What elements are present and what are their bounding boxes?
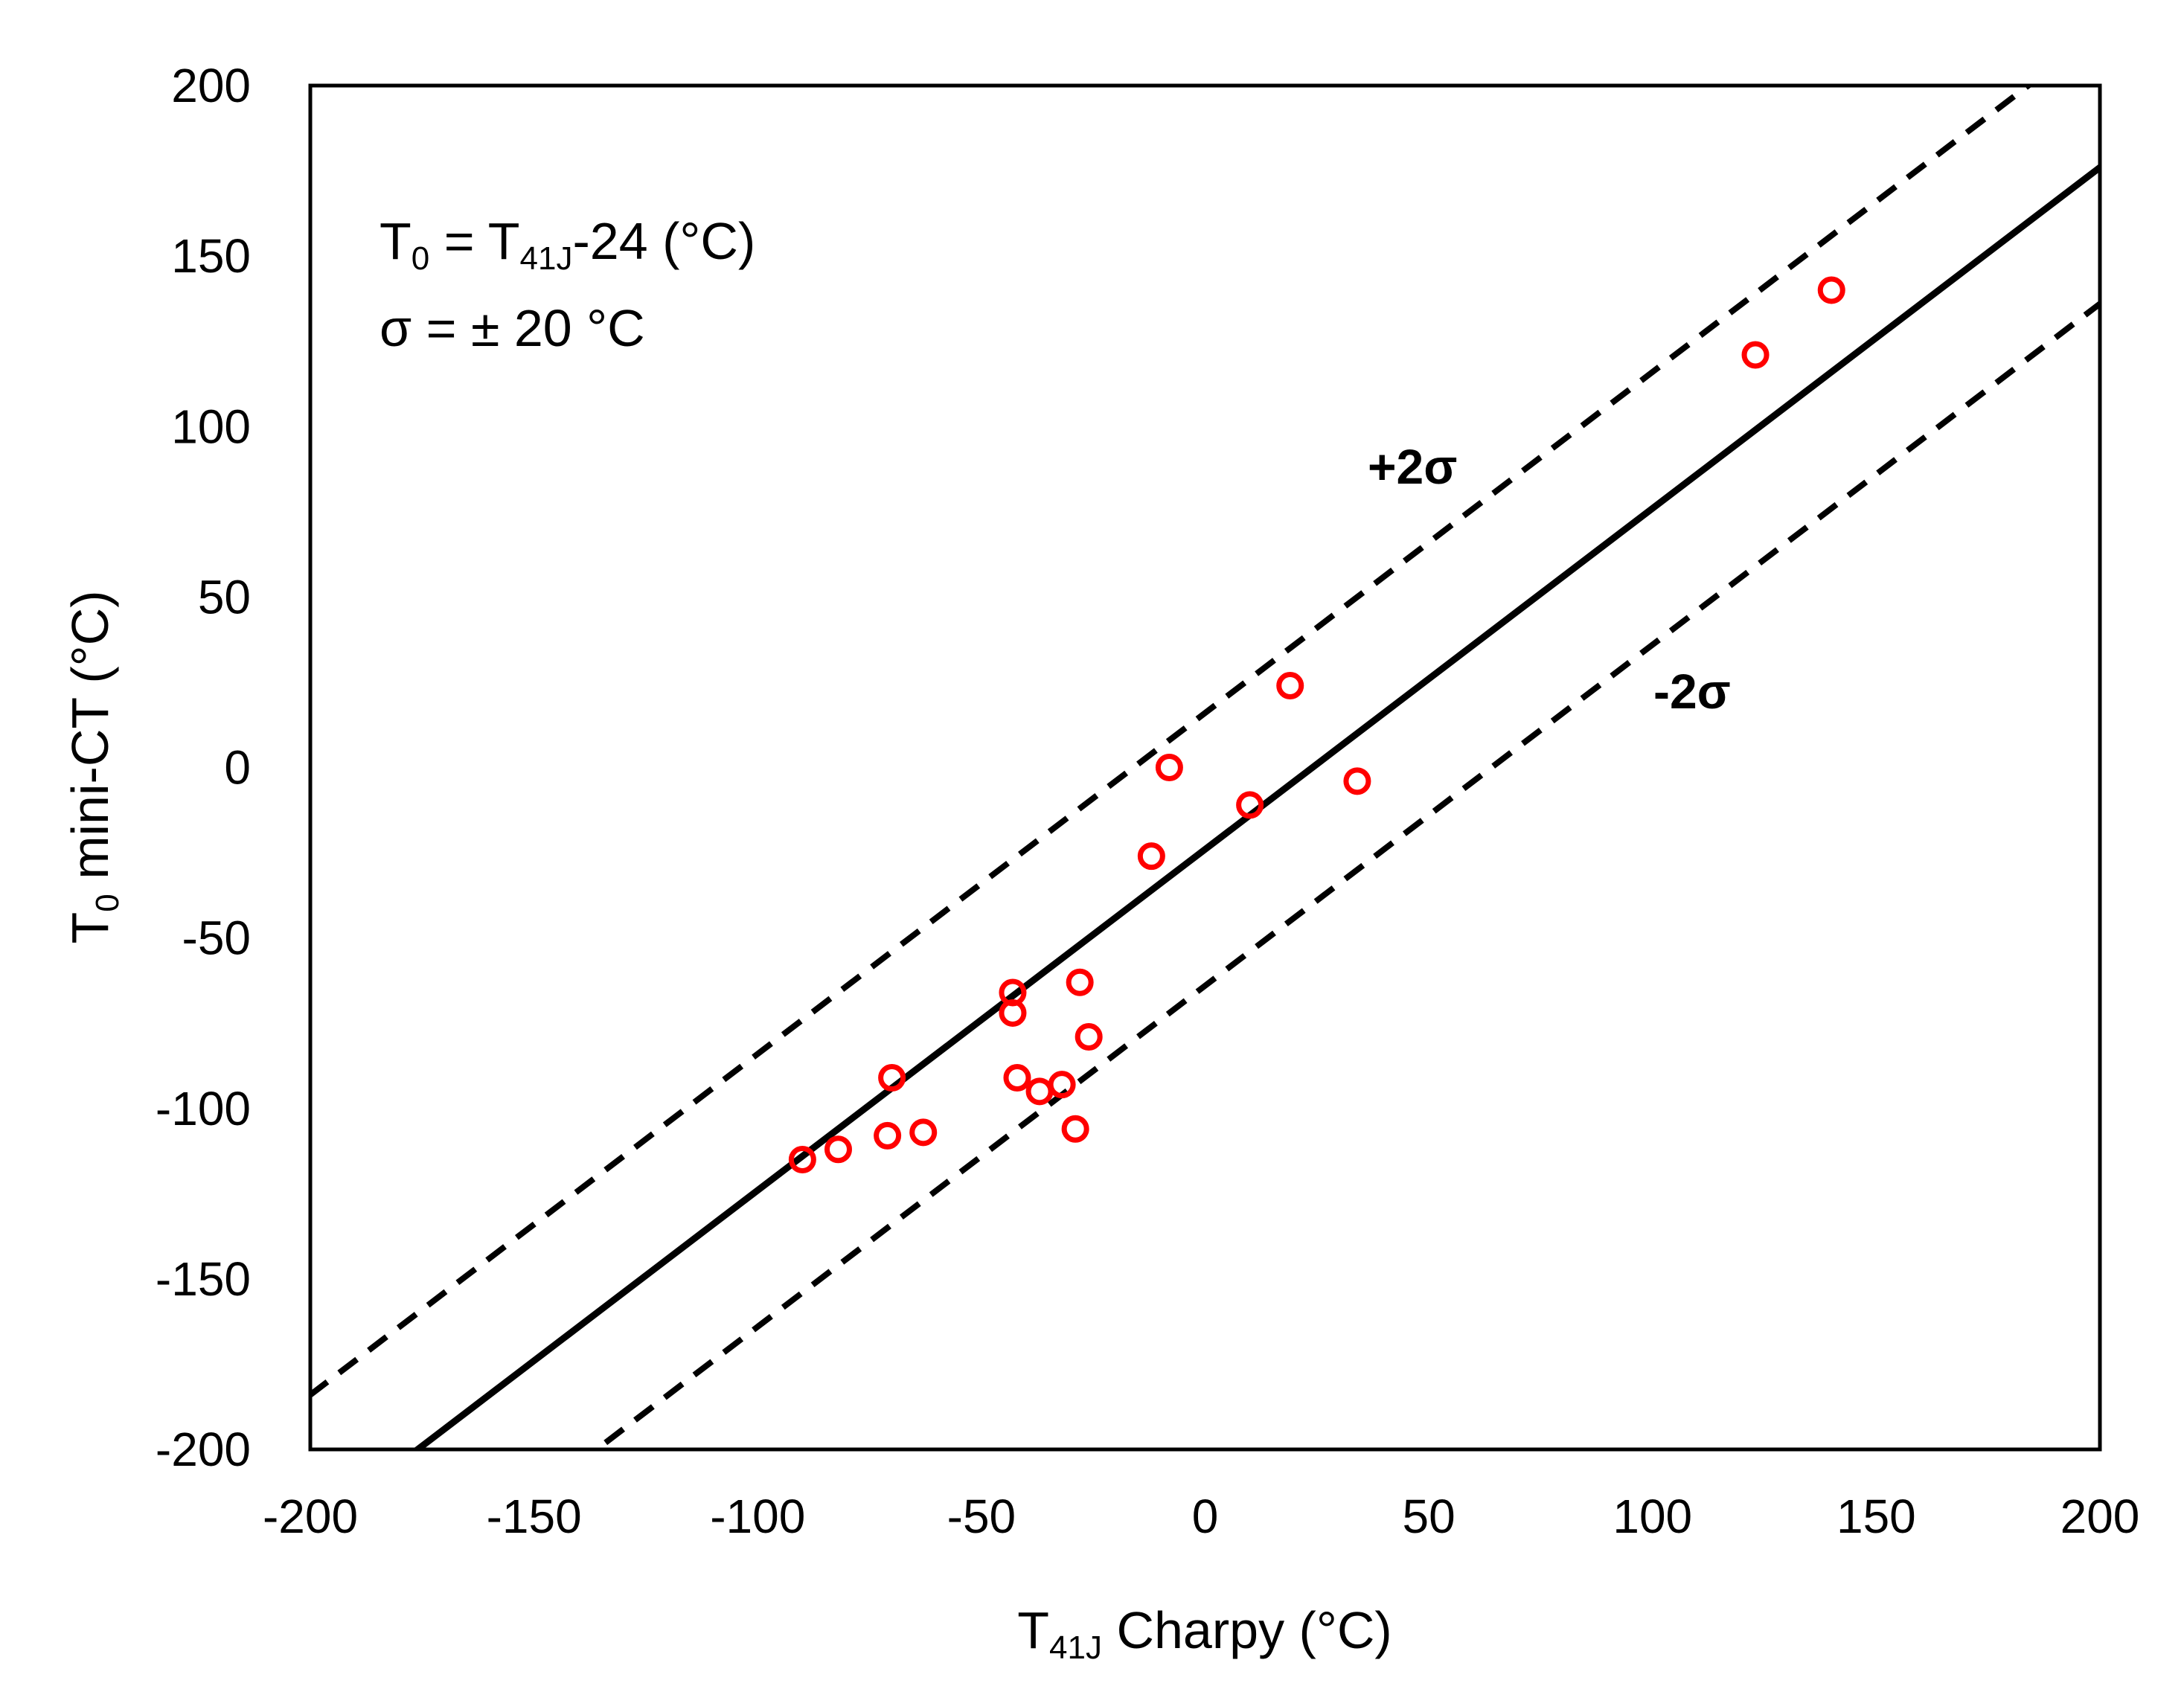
y-tick-label: 100 — [171, 400, 251, 453]
sigma-annotation: σ = ± 20 °C — [380, 299, 645, 357]
data-point — [878, 1064, 906, 1092]
x-axis-title-sub: 41J — [1049, 1629, 1102, 1666]
y-axis-title: T0 mini-CT (°C) — [61, 590, 126, 943]
y-tick-label: 50 — [198, 570, 251, 624]
data-point — [1343, 767, 1371, 795]
x-tick-label: 50 — [1403, 1490, 1456, 1543]
data-point — [1236, 791, 1264, 819]
data-point — [909, 1118, 938, 1147]
data-point — [999, 999, 1027, 1027]
x-tick-label: 100 — [1613, 1490, 1692, 1543]
data-point — [788, 1145, 816, 1173]
y-tick-label: 150 — [171, 229, 251, 283]
y-axis-title-main: T — [61, 912, 119, 944]
equation-annotation: T0 = T41J-24 (°C) — [380, 212, 755, 277]
x-tick-label: 150 — [1836, 1490, 1916, 1543]
equation-part-b: = T — [429, 212, 519, 270]
y-axis-title-rest: mini-CT (°C) — [61, 590, 119, 894]
data-points — [788, 276, 1845, 1173]
fit-line-lower-band — [592, 300, 2100, 1449]
y-tick-label: 200 — [171, 59, 251, 112]
upper-band-label: +2σ — [1368, 439, 1457, 494]
fit-line-upper-band — [310, 86, 2034, 1399]
equation-part-c: -24 (°C) — [572, 212, 755, 270]
y-tick-label: -200 — [156, 1423, 251, 1476]
y-tick-label: -100 — [156, 1082, 251, 1135]
x-axis-title-main: T — [1017, 1601, 1049, 1659]
data-point — [1048, 1071, 1076, 1099]
x-tick-label: 0 — [1192, 1490, 1219, 1543]
plot-frame — [308, 83, 2102, 1452]
x-axis-title-rest: Charpy (°C) — [1102, 1601, 1392, 1659]
x-tick-label: -100 — [710, 1490, 805, 1543]
data-point — [874, 1121, 902, 1150]
x-tick-label: -50 — [947, 1490, 1016, 1543]
data-point — [1075, 1023, 1103, 1051]
data-point — [1066, 968, 1094, 996]
y-tick-label: -50 — [182, 911, 252, 965]
x-tick-label: 200 — [2060, 1490, 2140, 1543]
fit-lines — [310, 86, 2100, 1449]
data-point — [1817, 276, 1845, 304]
y-tick-label: -150 — [156, 1252, 251, 1306]
y-tick-labels: -200 -150 -100 -50 0 50 100 150 200 — [156, 59, 251, 1476]
data-point — [1155, 754, 1183, 781]
data-point — [1741, 341, 1770, 369]
data-point — [1061, 1115, 1089, 1143]
lower-band-label: -2σ — [1653, 664, 1731, 719]
fit-line-center — [411, 163, 2100, 1449]
x-tick-labels: -200 -150 -100 -50 0 50 100 150 200 — [263, 1490, 2139, 1543]
equation-part-a: T — [380, 212, 411, 270]
y-tick-label: 0 — [224, 741, 251, 795]
x-tick-label: -150 — [487, 1490, 582, 1543]
data-point — [1003, 1064, 1031, 1092]
x-axis-title: T41J Charpy (°C) — [1017, 1601, 1392, 1666]
y-axis-title-sub: 0 — [89, 894, 126, 911]
data-point — [1276, 672, 1304, 700]
equation-part-b-sub: 41J — [520, 240, 573, 277]
equation-part-a-sub: 0 — [411, 240, 429, 277]
x-tick-label: -200 — [263, 1490, 358, 1543]
data-point — [1025, 1077, 1054, 1106]
data-point — [1137, 842, 1165, 871]
data-point — [824, 1135, 852, 1164]
